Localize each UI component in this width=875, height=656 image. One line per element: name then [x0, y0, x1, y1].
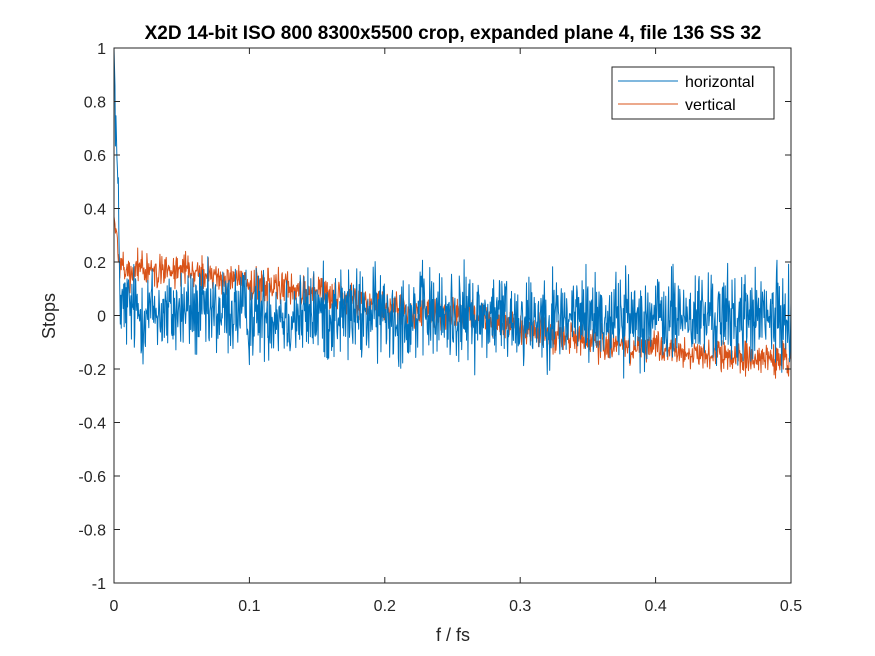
- y-axis-label: Stops: [39, 293, 59, 339]
- y-tick-label: -1: [92, 576, 106, 593]
- series-line-horizontal: [113, 47, 792, 379]
- x-tick-label: 0.4: [644, 598, 666, 615]
- x-axis-label: f / fs: [436, 625, 470, 645]
- y-tick-label: -0.2: [78, 362, 106, 379]
- x-tick-label: 0.3: [509, 598, 531, 615]
- x-tick-label: 0.1: [238, 598, 260, 615]
- legend-label-horizontal: horizontal: [685, 74, 754, 91]
- y-tick-label: 0.4: [84, 202, 106, 219]
- y-tick-label: -0.6: [78, 469, 106, 486]
- chart-title: X2D 14-bit ISO 800 8300x5500 crop, expan…: [145, 23, 762, 44]
- legend: horizontal vertical: [611, 66, 775, 120]
- y-tick-label: 1: [97, 41, 106, 58]
- y-tick-label: 0.6: [84, 148, 106, 165]
- x-tick-label: 0.2: [374, 598, 396, 615]
- y-tick-label: -0.4: [78, 416, 106, 433]
- series-layer: [113, 47, 792, 379]
- y-tick-label: 0.2: [84, 255, 106, 272]
- legend-box: [611, 66, 775, 120]
- y-tick-label: 0.8: [84, 95, 106, 112]
- x-tick-label: 0: [110, 598, 119, 615]
- ticks-layer: 0 0.1 0.2 0.3 0.4 0.5 -1 -0.8 -0.6 -0.4 -0.2 0 0.2 0.…: [78, 41, 802, 615]
- y-tick-label: 0: [97, 309, 106, 326]
- y-tick-label: -0.8: [78, 523, 106, 540]
- x-tick-label: 0.5: [780, 598, 802, 615]
- legend-label-vertical: vertical: [685, 97, 736, 114]
